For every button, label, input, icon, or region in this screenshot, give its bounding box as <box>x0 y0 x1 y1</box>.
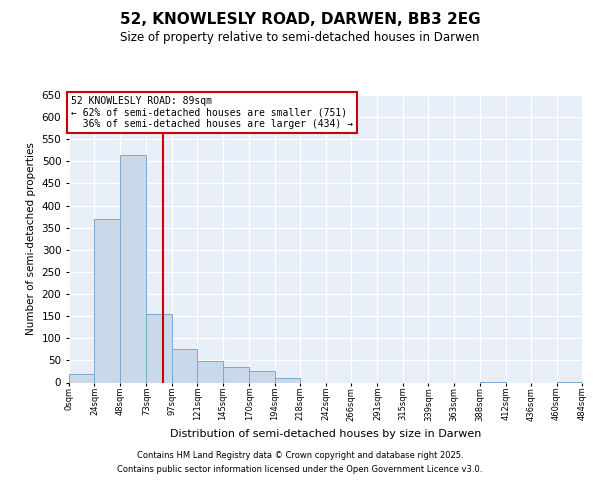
Bar <box>69 374 94 382</box>
Text: Contains public sector information licensed under the Open Government Licence v3: Contains public sector information licen… <box>118 466 482 474</box>
Text: Size of property relative to semi-detached houses in Darwen: Size of property relative to semi-detach… <box>120 31 480 44</box>
X-axis label: Distribution of semi-detached houses by size in Darwen: Distribution of semi-detached houses by … <box>170 429 481 439</box>
Bar <box>197 362 223 382</box>
Bar <box>120 154 146 382</box>
Bar <box>223 367 249 382</box>
Bar <box>146 314 172 382</box>
Text: 52 KNOWLESLY ROAD: 89sqm
← 62% of semi-detached houses are smaller (751)
  36% o: 52 KNOWLESLY ROAD: 89sqm ← 62% of semi-d… <box>71 96 353 129</box>
Text: Contains HM Land Registry data © Crown copyright and database right 2025.: Contains HM Land Registry data © Crown c… <box>137 450 463 460</box>
Bar <box>275 378 300 382</box>
Bar <box>94 219 120 382</box>
Bar <box>249 372 275 382</box>
Text: 52, KNOWLESLY ROAD, DARWEN, BB3 2EG: 52, KNOWLESLY ROAD, DARWEN, BB3 2EG <box>119 12 481 28</box>
Bar <box>172 350 197 382</box>
Y-axis label: Number of semi-detached properties: Number of semi-detached properties <box>26 142 36 335</box>
